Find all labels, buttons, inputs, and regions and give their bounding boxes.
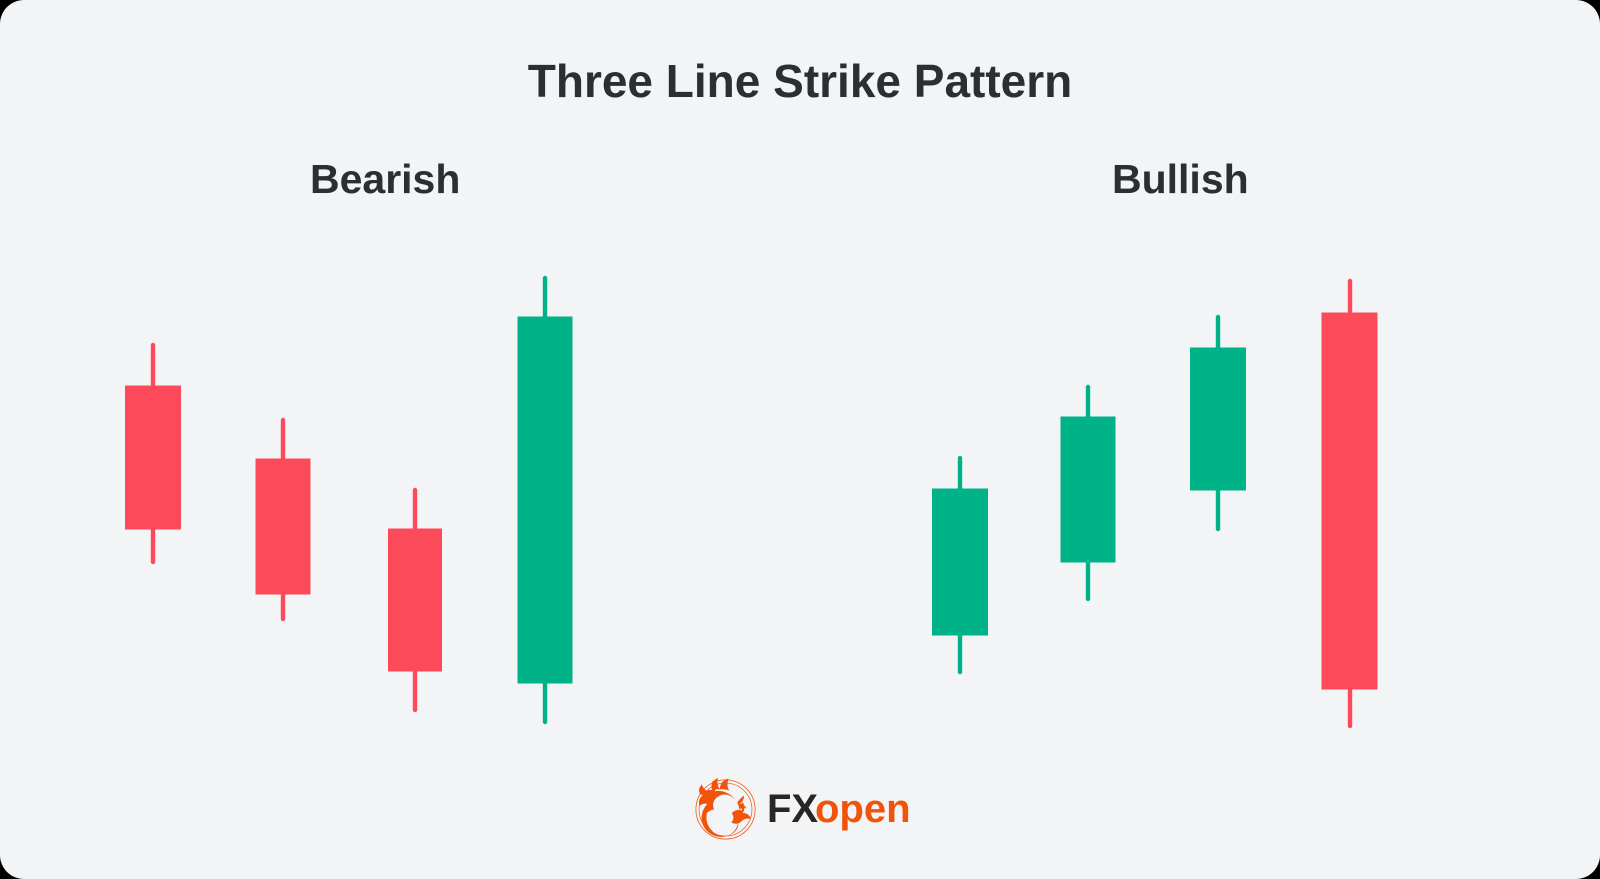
- svg-text:open: open: [815, 789, 911, 831]
- svg-text:FX: FX: [767, 789, 818, 831]
